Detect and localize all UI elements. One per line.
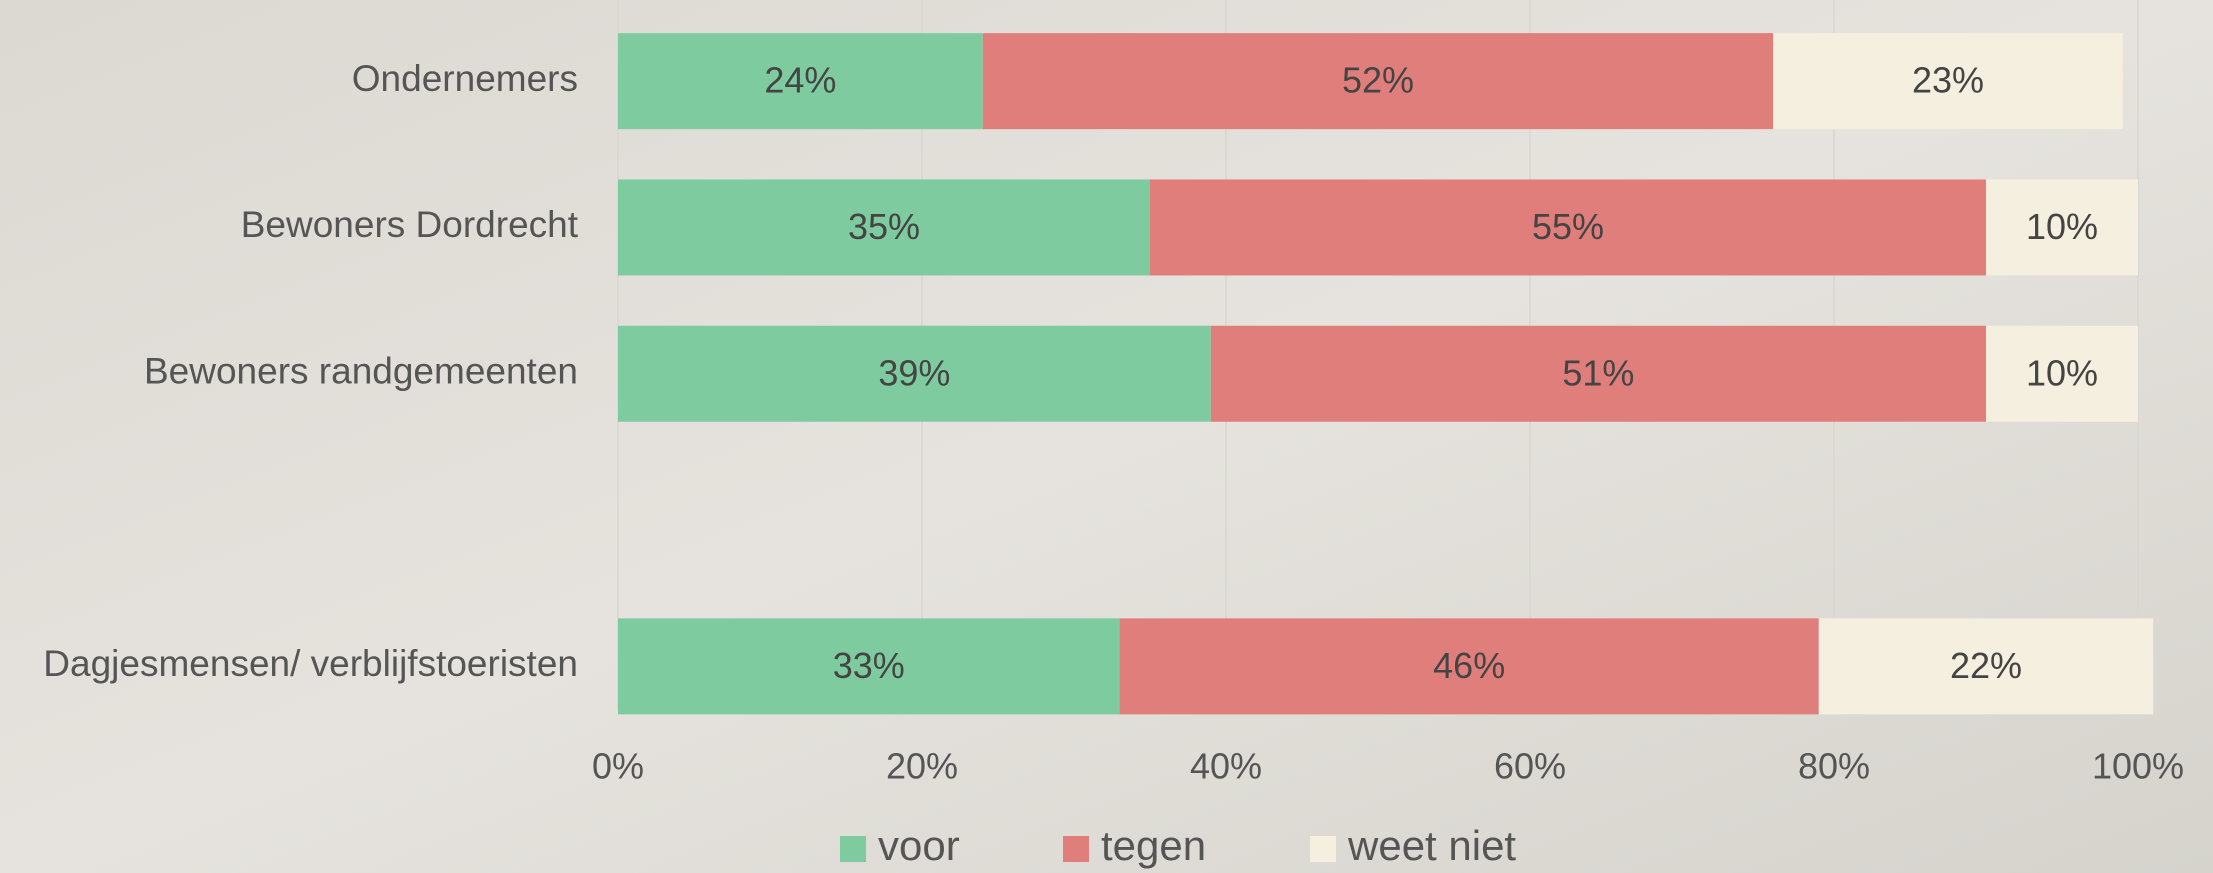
data-label: 33%	[833, 645, 905, 686]
bar-segment	[982, 33, 1774, 130]
bar-segment	[1150, 179, 1986, 276]
bar-segment	[618, 179, 1150, 276]
legend-swatch	[1063, 836, 1089, 862]
data-label: 22%	[1950, 645, 2022, 686]
data-label: 23%	[1912, 60, 1984, 101]
bar-segment	[618, 618, 1120, 715]
data-label: 51%	[1562, 352, 1634, 393]
x-tick-label: 100%	[2092, 746, 2184, 787]
bar-segment	[1818, 618, 2154, 715]
x-tick-label: 0%	[592, 746, 644, 787]
bar-segment	[618, 33, 983, 130]
bar-segment	[1986, 325, 2138, 422]
legend-label: voor	[878, 822, 960, 869]
bar-segment	[1119, 618, 1819, 715]
data-label: 39%	[878, 352, 950, 393]
legend-swatch	[1310, 836, 1336, 862]
x-tick-label: 80%	[1798, 746, 1870, 787]
bar-segment	[1773, 33, 2123, 130]
category-label: Ondernemers	[352, 58, 578, 99]
x-tick-label: 60%	[1494, 746, 1566, 787]
category-label: Bewoners Dordrecht	[241, 204, 579, 245]
x-tick-label: 20%	[886, 746, 958, 787]
data-label: 55%	[1532, 206, 1604, 247]
data-label: 24%	[764, 60, 836, 101]
plot-area: 0% 20% 40% 60% 80% 100% Ondernemers 24% 52% 23% Be…	[43, 0, 2184, 869]
category-label: Dagjesmensen/ verblijfstoeristen	[43, 643, 578, 684]
data-label: 35%	[848, 206, 920, 247]
category-label: Bewoners randgemeenten	[144, 351, 578, 392]
x-tick-label: 40%	[1190, 746, 1262, 787]
legend-label: tegen	[1101, 822, 1206, 869]
legend-swatch	[840, 836, 866, 862]
bar-segment	[1210, 325, 1986, 422]
bar-segment	[618, 325, 1211, 422]
data-label: 10%	[2026, 206, 2098, 247]
data-label: 52%	[1342, 60, 1414, 101]
bar-segment	[1986, 179, 2138, 276]
legend-label: weet niet	[1347, 822, 1516, 869]
data-label: 10%	[2026, 352, 2098, 393]
data-label: 46%	[1433, 645, 1505, 686]
